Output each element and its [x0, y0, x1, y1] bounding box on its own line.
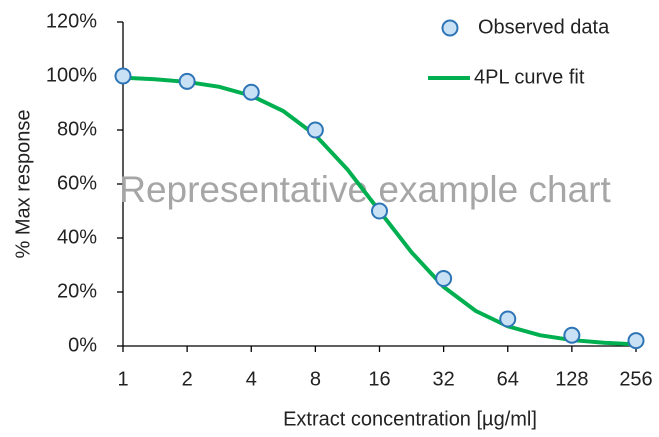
y-tick-label: 120%	[46, 10, 97, 32]
x-tick-label: 32	[433, 368, 455, 390]
data-point	[371, 202, 388, 220]
y-axis-label: % Max response	[12, 110, 34, 259]
y-tick-label: 40%	[57, 226, 97, 248]
y-tick-label: 80%	[57, 118, 97, 140]
y-tick-label: 20%	[57, 280, 97, 302]
data-point	[627, 332, 645, 350]
data-point	[435, 270, 453, 287]
watermark: Representative example chart	[119, 169, 611, 210]
legend-label: Observed data	[478, 16, 610, 38]
y-tick-label: 60%	[57, 172, 97, 194]
data-point	[114, 67, 132, 85]
x-tick-label: 64	[497, 368, 519, 390]
x-tick-label: 4	[246, 368, 257, 390]
data-point	[178, 72, 196, 90]
x-tick-label: 8	[310, 368, 321, 390]
data-point	[499, 310, 517, 328]
legend-label: 4PL curve fit	[474, 66, 585, 88]
x-tick-label: 1	[117, 368, 128, 390]
x-tick-label: 16	[368, 368, 390, 390]
y-tick-label: 100%	[46, 64, 97, 86]
x-tick-label: 128	[555, 368, 588, 390]
legend-marker	[441, 19, 459, 37]
x-axis-label: Extract concentration [µg/ml]	[283, 408, 537, 430]
x-tick-label: 256	[619, 368, 652, 390]
x-tick-label: 2	[182, 368, 193, 390]
data-point	[563, 326, 581, 344]
y-tick-label: 0%	[68, 334, 97, 356]
data-point	[242, 83, 260, 101]
data-point	[306, 121, 324, 139]
